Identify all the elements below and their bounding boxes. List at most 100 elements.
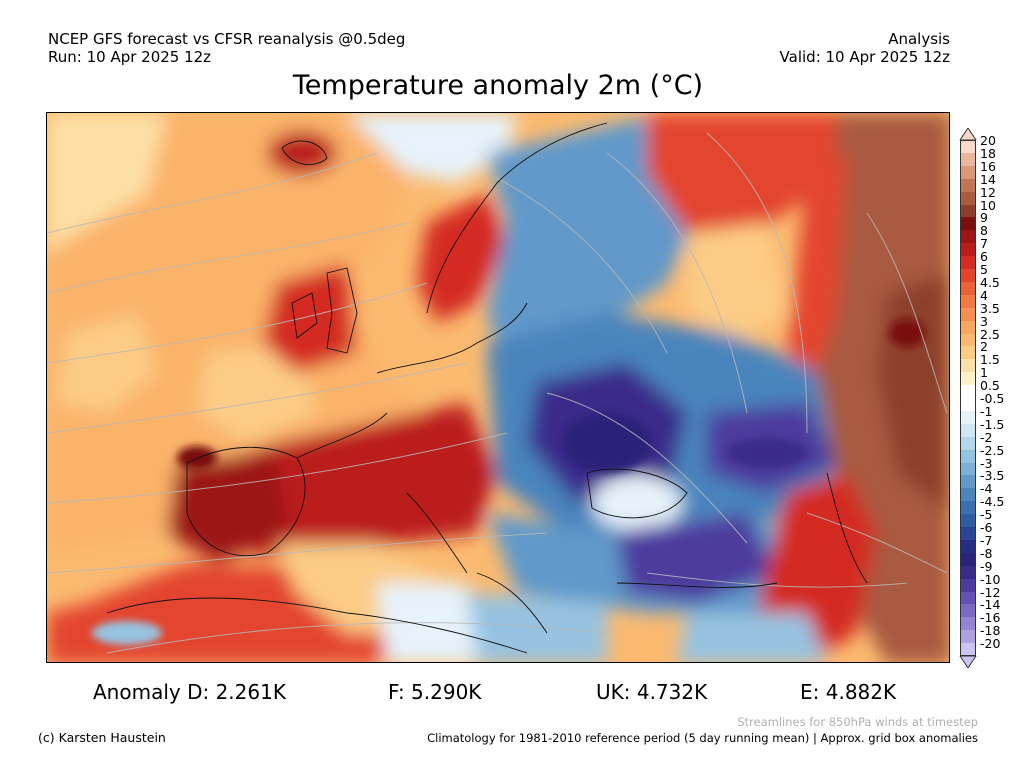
legend-swatch — [960, 643, 976, 657]
legend-label: 18 — [980, 145, 996, 161]
anomaly-d-stat: Anomaly D: 2.261K — [93, 680, 286, 704]
legend-label: -1 — [980, 403, 993, 419]
legend-swatch — [960, 604, 976, 618]
legend-label: -2.5 — [980, 442, 1005, 458]
legend-label: -3.5 — [980, 468, 1005, 484]
legend-label: -14 — [980, 597, 1001, 613]
legend-label: -9 — [980, 558, 993, 574]
legend-swatch — [960, 294, 976, 309]
legend-swatch — [960, 191, 976, 205]
legend-swatch — [960, 565, 976, 580]
legend-swatch — [960, 372, 976, 386]
legend-max-arrow — [959, 128, 977, 140]
legend-swatch — [960, 359, 976, 373]
legend-swatch — [960, 269, 976, 283]
legend-swatch — [960, 385, 976, 399]
legend-label: -20 — [980, 636, 1001, 652]
legend-swatch — [960, 410, 976, 425]
legend-swatch — [960, 346, 976, 360]
climatology-note: Climatology for 1981-2010 reference peri… — [427, 731, 978, 745]
streamlines-note: Streamlines for 850hPa winds at timestep — [737, 715, 978, 729]
legend-min-arrow — [959, 656, 977, 668]
anomaly-e-stat: E: 4.882K — [800, 680, 897, 704]
legend-swatch — [960, 204, 976, 218]
legend-swatch — [960, 178, 976, 193]
header-left: NCEP GFS forecast vs CFSR reanalysis @0.… — [48, 30, 405, 66]
legend-swatch — [960, 462, 976, 476]
legend-label: -8 — [980, 545, 993, 561]
anomaly-detail — [92, 319, 925, 645]
anomaly-f-stat: F: 5.290K — [388, 680, 482, 704]
legend-swatch — [960, 230, 976, 244]
legend-label: 6 — [980, 249, 988, 265]
legend-swatch — [960, 398, 976, 412]
legend-label: 1 — [980, 365, 988, 381]
legend-swatch — [960, 152, 976, 167]
legend-label: 7 — [980, 236, 988, 252]
legend-swatch — [960, 527, 976, 541]
valid-time: Valid: 10 Apr 2025 12z — [779, 48, 950, 66]
legend-label: -5 — [980, 507, 993, 523]
legend-swatch — [960, 475, 976, 489]
legend-swatch — [960, 165, 976, 180]
legend-swatch — [960, 488, 976, 502]
legend-label: 10 — [980, 197, 996, 213]
legend-label: 1.5 — [980, 352, 1000, 368]
wind-streamlines — [47, 132, 948, 654]
legend-label: -18 — [980, 623, 1001, 639]
legend-swatch — [960, 617, 976, 631]
legend-label: 4 — [980, 287, 988, 303]
legend-swatch — [960, 501, 976, 515]
legend-swatch — [960, 333, 976, 347]
legend-label: -12 — [980, 584, 1001, 600]
legend-swatch — [960, 320, 976, 334]
legend-label: 3.5 — [980, 300, 1000, 316]
legend-label: 16 — [980, 158, 996, 174]
header-right: Analysis Valid: 10 Apr 2025 12z — [780, 30, 950, 66]
legend-swatch — [960, 307, 976, 322]
legend-label: 9 — [980, 210, 988, 226]
legend-label: 12 — [980, 184, 996, 200]
legend-label: -1.5 — [980, 416, 1005, 432]
legend-label: 0.5 — [980, 378, 1000, 394]
legend-label: -2 — [980, 429, 993, 445]
legend-label: -4.5 — [980, 494, 1005, 510]
legend-label: 14 — [980, 171, 996, 187]
legend-label: -4 — [980, 481, 993, 497]
legend-swatch — [960, 436, 976, 451]
legend-swatch — [960, 552, 976, 567]
legend-swatch — [960, 591, 976, 605]
legend-swatch — [960, 256, 976, 270]
analysis-label: Analysis — [888, 30, 950, 48]
copyright: (c) Karsten Haustein — [38, 730, 166, 745]
legend-label: 8 — [980, 223, 988, 239]
legend-swatch — [960, 514, 976, 528]
legend-label: -6 — [980, 520, 993, 535]
coastlines — [106, 122, 868, 654]
legend-label: -0.5 — [980, 391, 1005, 406]
legend-swatch — [960, 449, 976, 463]
legend-label: 2 — [980, 339, 988, 355]
legend-label: -7 — [980, 532, 993, 548]
legend-swatch — [960, 630, 976, 644]
legend-swatch — [960, 140, 976, 154]
legend-swatch — [960, 281, 976, 296]
legend-label: 2.5 — [980, 326, 1000, 342]
model-description: NCEP GFS forecast vs CFSR reanalysis @0.… — [48, 30, 406, 48]
legend-label: 4.5 — [980, 274, 1000, 290]
run-time: Run: 10 Apr 2025 12z — [48, 48, 212, 66]
legend-swatch — [960, 243, 976, 257]
legend-swatch — [960, 217, 976, 231]
color-legend: 20 18 16 14 12 10 9 8 7 6 5 4.5 4 3.5 3 2.5 2 1.5 1 0.5 -0.5… — [958, 126, 1020, 668]
anomaly-map — [46, 112, 950, 663]
legend-label: -10 — [980, 571, 1001, 587]
legend-label: 5 — [980, 262, 988, 277]
anomaly-uk-stat: UK: 4.732K — [596, 680, 708, 704]
map-title: Temperature anomaly 2m (°C) — [292, 70, 704, 101]
legend-swatch — [960, 539, 976, 554]
legend-label: -16 — [980, 610, 1001, 626]
legend-label: -3 — [980, 455, 993, 471]
legend-swatch — [960, 578, 976, 592]
legend-label: 3 — [980, 313, 988, 329]
legend-swatch — [960, 423, 976, 438]
